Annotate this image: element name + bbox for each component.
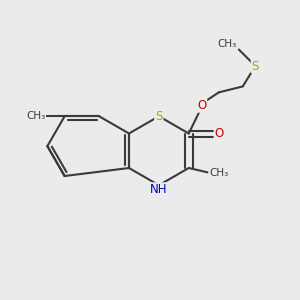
Text: S: S xyxy=(252,59,259,73)
Text: CH₃: CH₃ xyxy=(218,39,237,49)
Text: O: O xyxy=(197,99,206,112)
Text: CH₃: CH₃ xyxy=(209,167,228,178)
Text: CH₃: CH₃ xyxy=(26,111,45,121)
Text: NH: NH xyxy=(150,183,168,196)
Text: S: S xyxy=(155,110,163,123)
Text: O: O xyxy=(215,127,224,140)
